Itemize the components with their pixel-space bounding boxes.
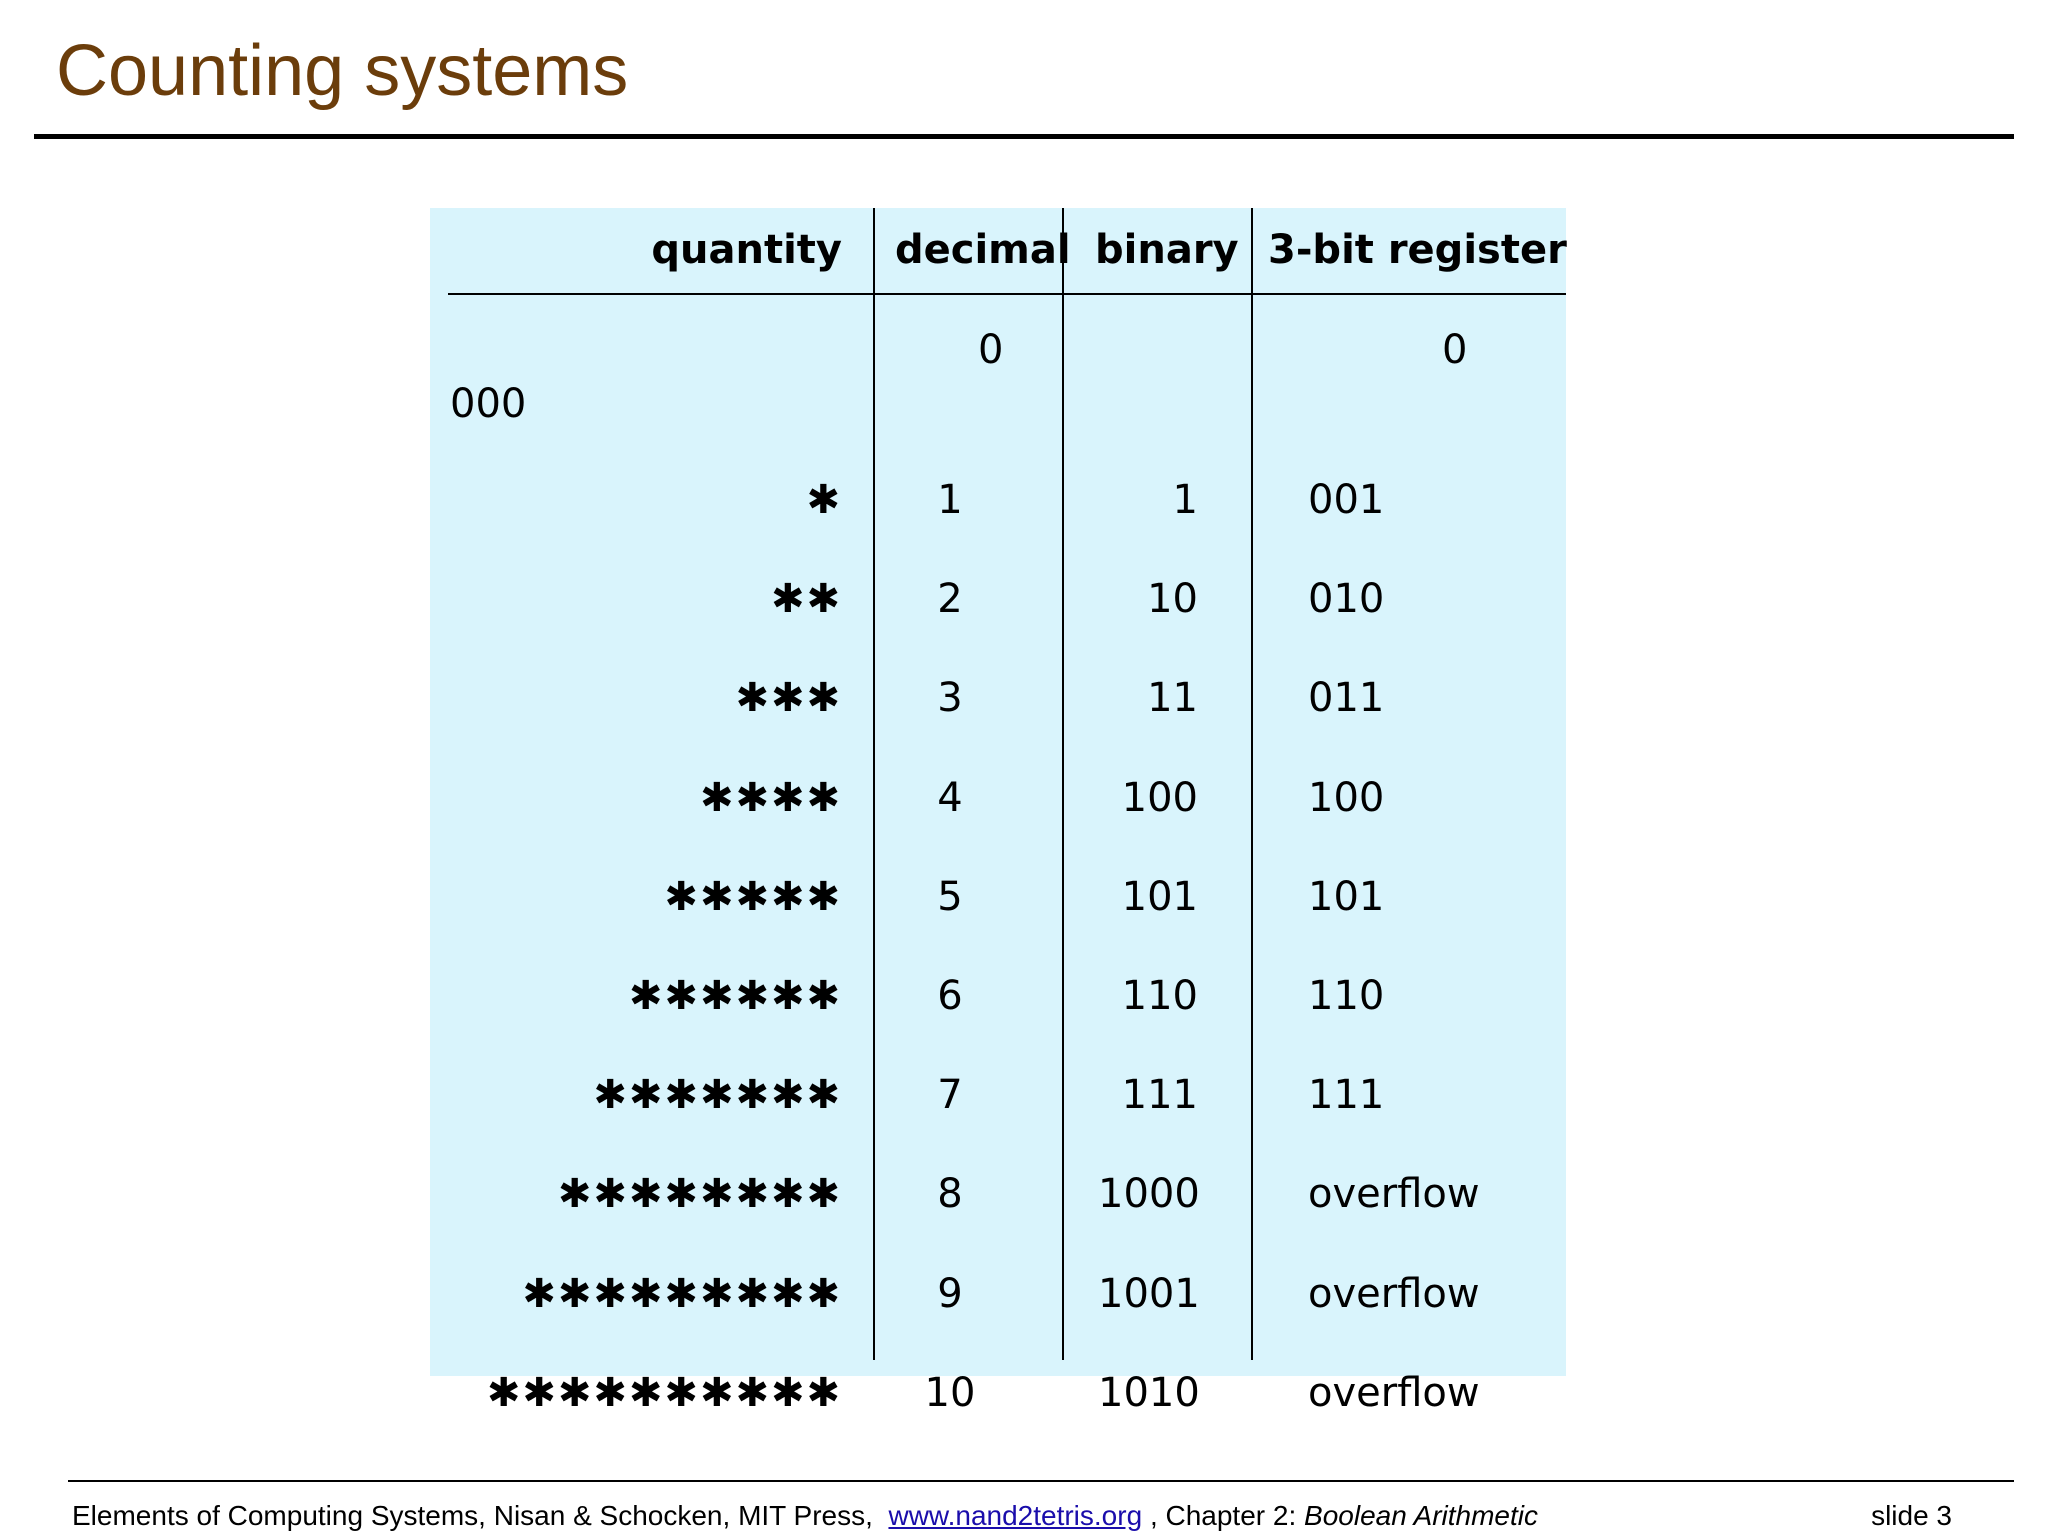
row-decimal: 10 (924, 1370, 976, 1416)
row-quantity: ✱✱✱✱✱✱✱✱ (557, 1171, 842, 1217)
row-register: 011 (1308, 675, 1385, 721)
footer-link[interactable]: www.nand2tetris.org (888, 1500, 1143, 1531)
row0-register: 0 (1442, 327, 1468, 373)
row-register: overflow (1308, 1271, 1480, 1317)
row-register: 111 (1308, 1072, 1385, 1118)
row-binary: 11 (1147, 675, 1198, 721)
header-quantity: quantity (651, 227, 842, 273)
row0-register-wrapped: 000 (450, 381, 527, 427)
row-register: 101 (1308, 874, 1385, 920)
row-binary: 10 (1147, 576, 1198, 622)
header-binary: binary (1095, 227, 1239, 273)
footer-citation: Elements of Computing Systems, Nisan & S… (72, 1500, 1538, 1532)
row-decimal: 7 (937, 1072, 963, 1118)
row-binary: 1 (1172, 477, 1198, 523)
row-register: 010 (1308, 576, 1385, 622)
footer-source: Elements of Computing Systems, Nisan & S… (72, 1500, 873, 1531)
slide-number: slide 3 (1871, 1500, 1952, 1531)
slide-title: Counting systems (56, 31, 629, 111)
footer-chapter-title: Boolean Arithmetic (1304, 1500, 1538, 1531)
row-binary: 110 (1121, 973, 1198, 1019)
row-decimal: 3 (937, 675, 963, 721)
row-decimal: 8 (937, 1171, 963, 1217)
row-decimal: 5 (937, 874, 963, 920)
column-divider-quantity (873, 208, 875, 1360)
row-binary: 1001 (1098, 1271, 1200, 1317)
footer-chapter-label: , Chapter 2: (1149, 1500, 1297, 1531)
row-quantity: ✱ (806, 477, 842, 523)
row-quantity: ✱✱✱✱✱ (664, 874, 842, 920)
column-divider-binary (1251, 208, 1253, 1360)
row-binary: 101 (1121, 874, 1198, 920)
row-decimal: 6 (937, 973, 963, 1019)
row-binary: 1010 (1098, 1370, 1200, 1416)
row-quantity: ✱✱✱✱✱✱✱✱✱✱ (486, 1370, 842, 1416)
row-register: 001 (1308, 477, 1385, 523)
title-divider (34, 134, 2014, 139)
row-decimal: 1 (937, 477, 963, 523)
row-binary: 100 (1121, 775, 1198, 821)
row-register: overflow (1308, 1370, 1480, 1416)
row-quantity: ✱✱ (770, 576, 842, 622)
row-register: 110 (1308, 973, 1385, 1019)
row0-decimal: 0 (978, 327, 1004, 373)
row-register: 100 (1308, 775, 1385, 821)
row-quantity: ✱✱✱ (735, 675, 842, 721)
row-decimal: 9 (937, 1271, 963, 1317)
row-decimal: 2 (937, 576, 963, 622)
row-quantity: ✱✱✱✱✱✱✱✱✱ (522, 1271, 842, 1317)
header-register: 3-bit register (1268, 227, 1567, 273)
row-quantity: ✱✱✱✱ (699, 775, 842, 821)
row-quantity: ✱✱✱✱✱✱✱ (593, 1072, 842, 1118)
header-decimal: decimal (895, 227, 1071, 273)
row-quantity: ✱✱✱✱✱✱ (628, 973, 842, 1019)
row-binary: 111 (1121, 1072, 1198, 1118)
row-binary: 1000 (1098, 1171, 1200, 1217)
column-divider-decimal (1062, 208, 1064, 1360)
header-divider (448, 293, 1566, 295)
row-register: overflow (1308, 1171, 1480, 1217)
footer-divider (68, 1480, 2014, 1482)
counting-table (430, 208, 1566, 1376)
row-decimal: 4 (937, 775, 963, 821)
